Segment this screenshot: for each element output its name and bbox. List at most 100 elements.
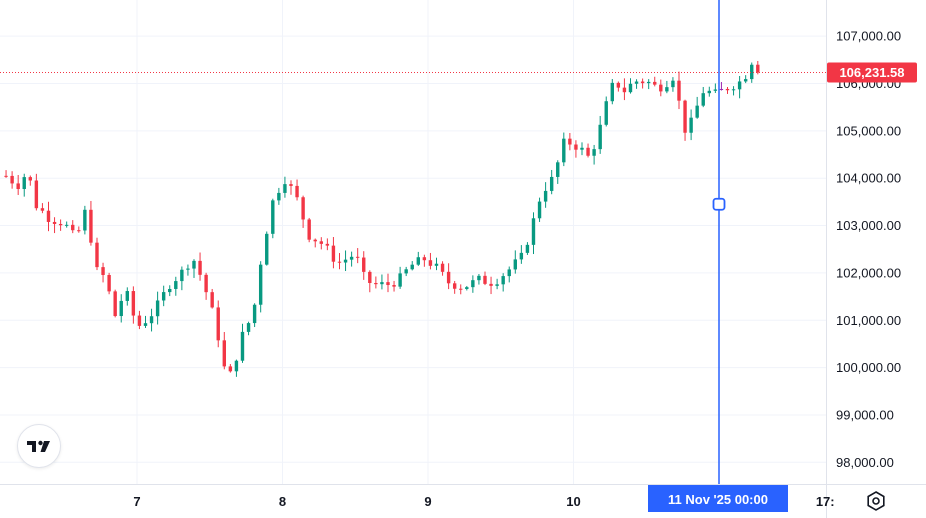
- candle-body: [446, 271, 451, 284]
- candle-body: [89, 209, 93, 243]
- candle-body: [28, 177, 32, 181]
- candle-body: [204, 274, 208, 293]
- candle-body: [543, 190, 548, 202]
- candle-body: [743, 79, 748, 82]
- candle-body: [64, 224, 69, 226]
- candle-body: [101, 267, 105, 275]
- x-axis[interactable]: 7 8 9 10 17: 11 Nov '25 00:00: [0, 484, 926, 513]
- candle-body: [380, 282, 384, 285]
- chart-overlays: [0, 0, 826, 484]
- chart-settings-button[interactable]: [862, 487, 890, 515]
- x-tick-label: 7: [133, 494, 140, 509]
- y-tick-label: 98,000.00: [836, 455, 894, 470]
- gear-icon: [867, 491, 885, 511]
- candle-body: [289, 184, 293, 186]
- candle-body: [701, 93, 705, 106]
- candle-body: [640, 81, 645, 84]
- candle-body: [240, 331, 245, 361]
- candle-body: [210, 292, 214, 308]
- candle-body: [719, 88, 724, 90]
- candle-body: [410, 264, 414, 270]
- y-tick-label: 107,000.00: [836, 29, 901, 44]
- candle-body: [440, 263, 445, 272]
- candle-body: [452, 283, 457, 289]
- candle-body: [689, 117, 693, 133]
- candle-body: [616, 82, 621, 88]
- candle-body: [671, 80, 675, 88]
- tradingview-logo[interactable]: [17, 424, 61, 468]
- candle-body: [16, 183, 20, 190]
- candle-body: [489, 283, 493, 286]
- candle-body: [434, 263, 439, 266]
- candle-body: [537, 201, 542, 219]
- candle-body: [404, 269, 408, 274]
- x-tick-label: 8: [279, 494, 286, 509]
- candle-body: [71, 224, 75, 231]
- candle-body: [155, 300, 160, 317]
- candle-body: [58, 223, 63, 226]
- crosshair-handle[interactable]: [712, 197, 726, 211]
- candle-body: [483, 275, 487, 284]
- tv-logo-icon: [27, 440, 50, 452]
- crosshair-date-tag: [648, 485, 788, 512]
- candle-body: [477, 275, 481, 281]
- candle-body: [355, 256, 360, 258]
- candle-body: [386, 282, 390, 286]
- candle-body: [568, 138, 572, 145]
- candle-body: [586, 147, 590, 156]
- candle-body: [610, 82, 614, 102]
- candle-body: [374, 282, 378, 285]
- candle-body: [119, 300, 123, 317]
- candle-body: [137, 315, 142, 326]
- candle-body: [598, 124, 602, 150]
- candle-body: [471, 280, 475, 288]
- candle-body: [216, 307, 220, 341]
- candle-body: [174, 281, 178, 289]
- candle-body: [180, 269, 184, 282]
- candle-body: [659, 84, 663, 92]
- candle-body: [34, 180, 39, 209]
- candle-body: [507, 269, 511, 277]
- candle-body: [731, 89, 736, 91]
- candle-body: [465, 287, 469, 289]
- candle-body: [113, 291, 117, 317]
- candle-body: [258, 264, 263, 305]
- y-axis[interactable]: 98,000.00 99,000.00 100,000.00 101,000.00 10…: [826, 0, 918, 518]
- candle-body: [313, 239, 317, 242]
- candle-body: [422, 257, 427, 261]
- candle-body: [325, 243, 330, 246]
- candle-body: [4, 175, 8, 177]
- candle-body: [125, 291, 129, 301]
- candle-body: [234, 360, 239, 372]
- candle-body: [40, 208, 45, 211]
- candle-body: [398, 273, 402, 287]
- candle-body: [416, 257, 420, 265]
- last-price-tag: [827, 62, 917, 83]
- candle-body: [665, 87, 669, 92]
- candle-body: [574, 144, 578, 150]
- candle-body: [143, 323, 148, 326]
- candle-body: [525, 244, 530, 253]
- candle-body: [368, 271, 372, 283]
- candle-body: [459, 288, 463, 290]
- candle-body: [683, 100, 687, 133]
- candle-body: [428, 260, 433, 266]
- candle-body: [519, 252, 524, 260]
- candle-body: [149, 316, 154, 324]
- candle-body: [246, 323, 251, 332]
- candle-body: [307, 219, 311, 240]
- candle-body: [695, 105, 699, 118]
- candle-body: [513, 259, 517, 270]
- y-tick-label: 103,000.00: [836, 218, 901, 233]
- candle-body: [725, 88, 730, 91]
- x-tick-label: 17:: [816, 494, 835, 509]
- candle-body: [677, 80, 681, 101]
- candle-body: [549, 176, 554, 191]
- candle-body: [198, 260, 202, 275]
- x-tick-label: 10: [566, 494, 580, 509]
- grid: [0, 0, 826, 484]
- candle-body: [168, 288, 172, 293]
- candle-body: [756, 64, 760, 73]
- candle-body: [10, 175, 14, 184]
